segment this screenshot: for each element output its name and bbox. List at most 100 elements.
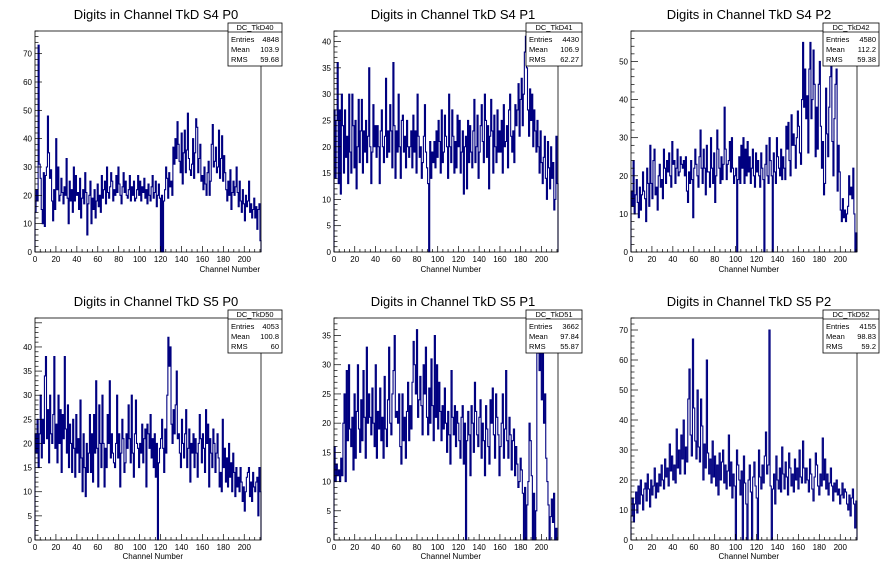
- stats-value-rms: 59.2: [861, 342, 876, 351]
- y-tick-label: 10: [619, 506, 628, 515]
- x-tick-label: 0: [33, 543, 38, 552]
- y-tick-label: 10: [23, 220, 32, 229]
- x-tick-label: 160: [493, 255, 507, 264]
- x-tick-label: 100: [431, 543, 445, 552]
- stats-value-entries: 4580: [859, 35, 876, 44]
- y-tick-label: 10: [619, 210, 628, 219]
- y-tick-label: 40: [23, 343, 32, 352]
- x-tick-label: 120: [154, 543, 168, 552]
- stats-name: DC_TkD41: [535, 23, 572, 32]
- stats-value-rms: 55.87: [560, 342, 579, 351]
- x-tick-label: 40: [668, 543, 677, 552]
- y-tick-label: 20: [619, 476, 628, 485]
- y-tick-label: 10: [23, 488, 32, 497]
- stats-label-mean: Mean: [826, 332, 845, 341]
- x-tick-label: 120: [750, 255, 764, 264]
- y-tick-label: 40: [322, 38, 331, 47]
- plot-frame: [34, 30, 262, 253]
- stats-value-entries: 4155: [859, 322, 876, 331]
- y-tick-label: 20: [23, 439, 32, 448]
- y-tick-label: 15: [23, 464, 32, 473]
- stats-label-mean: Mean: [529, 45, 548, 54]
- y-tick-label: 50: [619, 57, 628, 66]
- x-axis-label: Channel Number: [719, 552, 780, 561]
- x-tick-label: 80: [710, 543, 719, 552]
- stats-box: DC_TkD52 Entries 4155 Mean 98.83 RMS 59.…: [822, 309, 880, 354]
- x-tick-label: 20: [350, 543, 359, 552]
- panel-s4-p1: Digits in Channel TkD S4 P1 Channel Numb…: [371, 7, 536, 274]
- x-tick-label: 160: [792, 543, 806, 552]
- x-tick-label: 80: [114, 255, 123, 264]
- stats-label-entries: Entries: [529, 35, 553, 44]
- x-tick-label: 20: [647, 255, 656, 264]
- histogram-plot: 0 20 40 60 80 100 120 140 160 180 200 0 10 20 30 40 50 60…: [619, 317, 858, 552]
- x-axis-label: Channel Number: [421, 552, 482, 561]
- stats-value-entries: 4430: [562, 35, 579, 44]
- x-tick-label: 60: [392, 543, 401, 552]
- y-tick-label: 0: [327, 248, 332, 257]
- panel-title: Digits in Channel TkD S4 P2: [667, 7, 832, 22]
- x-tick-label: 140: [771, 255, 785, 264]
- x-tick-label: 180: [813, 543, 827, 552]
- y-tick-label: 30: [23, 391, 32, 400]
- y-tick-label: 50: [619, 386, 628, 395]
- y-tick-label: 30: [322, 90, 331, 99]
- histogram-plot: 0 20 40 60 80 100 120 140 160 180 200 0 5 10 15 20 25 30 3…: [23, 317, 262, 552]
- x-tick-label: 40: [668, 255, 677, 264]
- x-axis-label: Channel Number: [200, 265, 261, 274]
- y-tick-label: 20: [322, 419, 331, 428]
- stats-value-rms: 60: [271, 342, 279, 351]
- x-tick-label: 100: [431, 255, 445, 264]
- x-tick-label: 180: [514, 255, 528, 264]
- stats-value-mean: 97.84: [560, 332, 579, 341]
- x-tick-label: 40: [371, 543, 380, 552]
- panel-title: Digits in Channel TkD S5 P1: [371, 294, 536, 309]
- x-tick-label: 140: [175, 543, 189, 552]
- x-tick-label: 0: [629, 543, 634, 552]
- stats-label-rms: RMS: [826, 342, 843, 351]
- stats-box-frame: [227, 22, 283, 67]
- x-tick-label: 160: [196, 543, 210, 552]
- x-tick-label: 180: [514, 543, 528, 552]
- x-tick-label: 120: [452, 255, 466, 264]
- x-tick-label: 100: [729, 543, 743, 552]
- y-tick-label: 20: [619, 172, 628, 181]
- y-tick-label: 25: [23, 415, 32, 424]
- stats-box: DC_TkD50 Entries 4053 Mean 100.8 RMS 60: [227, 309, 283, 354]
- stats-label-mean: Mean: [231, 45, 250, 54]
- y-tick-label: 15: [322, 448, 331, 457]
- histogram-line: [34, 44, 262, 253]
- stats-name: DC_TkD51: [535, 310, 572, 319]
- x-tick-label: 200: [834, 255, 848, 264]
- y-tick-label: 5: [327, 507, 332, 516]
- x-axis-label: Channel Number: [719, 265, 780, 274]
- y-tick-label: 60: [23, 78, 32, 87]
- y-tick-label: 20: [322, 143, 331, 152]
- histogram-line: [34, 336, 262, 541]
- x-tick-label: 0: [332, 255, 337, 264]
- stats-label-rms: RMS: [529, 342, 546, 351]
- x-tick-label: 140: [473, 543, 487, 552]
- x-tick-label: 0: [332, 543, 337, 552]
- plot-frame: [630, 30, 858, 253]
- stats-value-entries: 4848: [262, 35, 279, 44]
- histogram-plot: 0 20 40 60 80 100 120 140 160 180 200 0 5 10 15 20 25 30 3…: [322, 317, 559, 552]
- x-tick-label: 60: [689, 543, 698, 552]
- stats-value-mean: 106.9: [560, 45, 579, 54]
- stats-value-mean: 98.83: [857, 332, 876, 341]
- panel-title: Digits in Channel TkD S5 P0: [74, 294, 239, 309]
- panel-title: Digits in Channel TkD S4 P0: [74, 7, 239, 22]
- stats-name: DC_TkD52: [832, 310, 869, 319]
- x-tick-label: 80: [710, 255, 719, 264]
- x-tick-label: 100: [133, 543, 147, 552]
- stats-box-frame: [525, 309, 583, 354]
- panel-title: Digits in Channel TkD S5 P2: [667, 294, 832, 309]
- panel-title: Digits in Channel TkD S4 P1: [371, 7, 536, 22]
- y-tick-label: 35: [322, 332, 331, 341]
- x-tick-label: 180: [217, 543, 231, 552]
- y-tick-label: 50: [23, 106, 32, 115]
- y-tick-label: 15: [322, 169, 331, 178]
- x-tick-label: 160: [196, 255, 210, 264]
- y-tick-label: 70: [619, 326, 628, 335]
